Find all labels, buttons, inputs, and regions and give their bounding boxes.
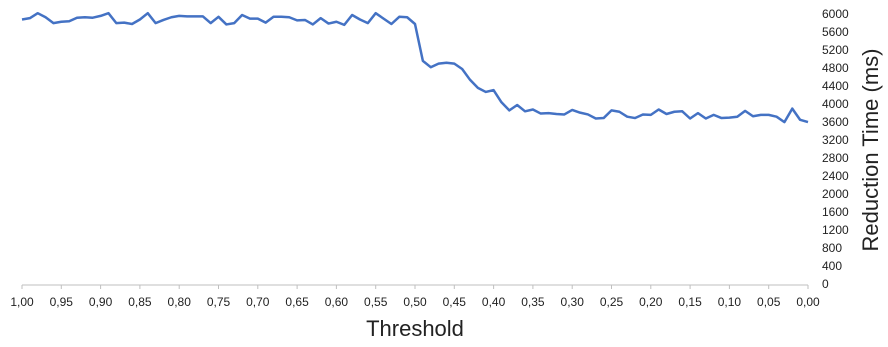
x-tick-label: 0,70: [246, 295, 270, 309]
x-tick-label: 0,45: [443, 295, 467, 309]
y-tick-label: 4800: [822, 61, 849, 75]
x-tick-label: 0,05: [757, 295, 781, 309]
y-tick-label: 5200: [822, 43, 849, 57]
x-tick-label: 0,35: [521, 295, 545, 309]
line-series: [21, 11, 809, 124]
x-tick-label: 0,60: [325, 295, 349, 309]
x-tick-label: 0,25: [600, 295, 624, 309]
y-tick-label: 4400: [822, 79, 849, 93]
y-tick-label: 800: [822, 241, 842, 255]
y-tick-label: 1600: [822, 205, 849, 219]
y-tick-label: 1200: [822, 223, 849, 237]
x-tick-label: 0,55: [364, 295, 388, 309]
y-tick-label: 4000: [822, 97, 849, 111]
x-tick-label: 0,10: [718, 295, 742, 309]
y-tick-label: 400: [822, 259, 842, 273]
y-tick-label: 2800: [822, 151, 849, 165]
y-tick-label: 3200: [822, 133, 849, 147]
x-tick-label: 0,30: [561, 295, 585, 309]
y-tick-label: 0: [822, 277, 829, 291]
y-tick-label: 2400: [822, 169, 849, 183]
x-tick-label: 0,00: [796, 295, 820, 309]
y-axis-title: Reduction Time (ms): [858, 49, 883, 252]
x-tick-label: 0,75: [207, 295, 231, 309]
y-tick-label: 5600: [822, 25, 849, 39]
y-tick-label: 6000: [822, 7, 849, 21]
x-tick-label: 0,50: [403, 295, 427, 309]
x-tick-label: 0,85: [128, 295, 152, 309]
x-axis-title: Threshold: [366, 316, 464, 341]
y-tick-label: 3600: [822, 115, 849, 129]
x-tick-label: 0,40: [482, 295, 506, 309]
x-tick-label: 0,80: [168, 295, 192, 309]
x-tick-label: 0,95: [50, 295, 74, 309]
x-tick-label: 0,90: [89, 295, 113, 309]
y-tick-label: 2000: [822, 187, 849, 201]
x-tick-label: 0,65: [285, 295, 309, 309]
x-tick-label: 0,15: [678, 295, 702, 309]
x-tick-label: 1,00: [10, 295, 34, 309]
x-tick-label: 0,20: [639, 295, 663, 309]
